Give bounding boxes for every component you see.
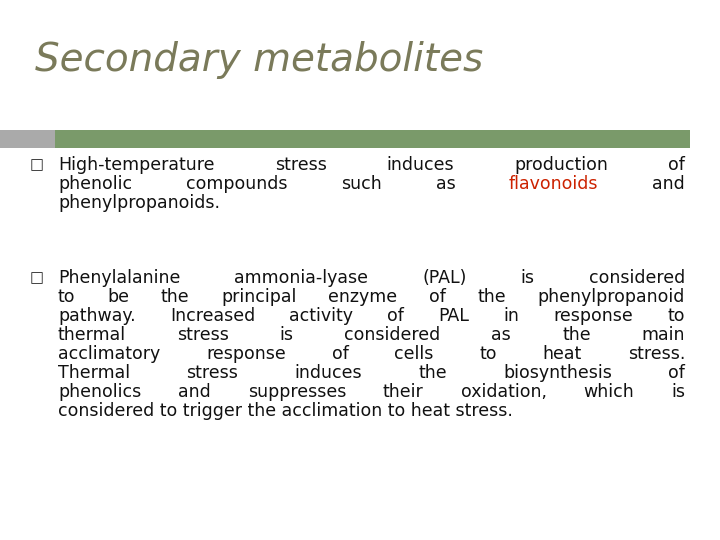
Text: of: of xyxy=(331,345,348,363)
Text: is: is xyxy=(521,269,535,287)
Text: induces: induces xyxy=(387,156,454,174)
Text: response: response xyxy=(206,345,286,363)
Text: production: production xyxy=(514,156,608,174)
Text: to: to xyxy=(480,345,497,363)
Text: phenylpropanoids.: phenylpropanoids. xyxy=(58,194,220,212)
Text: as: as xyxy=(492,326,511,344)
Text: considered to trigger the acclimation to heat stress.: considered to trigger the acclimation to… xyxy=(58,402,513,420)
Text: the: the xyxy=(418,364,447,382)
Text: stress.: stress. xyxy=(628,345,685,363)
Text: pathway.: pathway. xyxy=(58,307,135,325)
Text: considered: considered xyxy=(589,269,685,287)
Text: (PAL): (PAL) xyxy=(423,269,467,287)
Text: biosynthesis: biosynthesis xyxy=(503,364,612,382)
Text: considered: considered xyxy=(344,326,441,344)
Text: is: is xyxy=(671,383,685,401)
Text: Secondary metabolites: Secondary metabolites xyxy=(35,41,483,79)
Text: activity: activity xyxy=(289,307,354,325)
Text: the: the xyxy=(477,288,506,306)
Text: PAL: PAL xyxy=(438,307,469,325)
Text: enzyme: enzyme xyxy=(328,288,397,306)
Text: □: □ xyxy=(30,271,44,286)
Text: phenolic: phenolic xyxy=(58,175,132,193)
Text: compounds: compounds xyxy=(186,175,287,193)
Text: and: and xyxy=(178,383,211,401)
Text: phenolics: phenolics xyxy=(58,383,141,401)
Text: as: as xyxy=(436,175,455,193)
Text: of: of xyxy=(668,364,685,382)
Text: be: be xyxy=(107,288,129,306)
Text: phenylpropanoid: phenylpropanoid xyxy=(538,288,685,306)
Text: Increased: Increased xyxy=(170,307,255,325)
Text: oxidation,: oxidation, xyxy=(461,383,546,401)
Text: thermal: thermal xyxy=(58,326,126,344)
Text: flavonoids: flavonoids xyxy=(509,175,598,193)
Text: High-temperature: High-temperature xyxy=(58,156,215,174)
Text: ammonia-lyase: ammonia-lyase xyxy=(235,269,369,287)
Text: induces: induces xyxy=(294,364,362,382)
Text: the: the xyxy=(161,288,189,306)
Text: response: response xyxy=(554,307,634,325)
Text: of: of xyxy=(668,156,685,174)
Text: the: the xyxy=(562,326,590,344)
Text: which: which xyxy=(583,383,634,401)
Text: acclimatory: acclimatory xyxy=(58,345,161,363)
Text: is: is xyxy=(279,326,294,344)
Text: to: to xyxy=(667,307,685,325)
Text: principal: principal xyxy=(221,288,297,306)
Text: stress: stress xyxy=(177,326,229,344)
Text: to: to xyxy=(58,288,76,306)
Text: □: □ xyxy=(30,158,44,172)
Text: stress: stress xyxy=(274,156,326,174)
Text: main: main xyxy=(642,326,685,344)
Text: in: in xyxy=(503,307,519,325)
Text: such: such xyxy=(341,175,382,193)
Text: Thermal: Thermal xyxy=(58,364,130,382)
Text: heat: heat xyxy=(543,345,582,363)
Text: of: of xyxy=(387,307,405,325)
Text: stress: stress xyxy=(186,364,238,382)
Text: suppresses: suppresses xyxy=(248,383,346,401)
Text: Phenylalanine: Phenylalanine xyxy=(58,269,181,287)
Text: their: their xyxy=(383,383,423,401)
Text: and: and xyxy=(652,175,685,193)
Text: of: of xyxy=(429,288,446,306)
Text: cells: cells xyxy=(394,345,433,363)
